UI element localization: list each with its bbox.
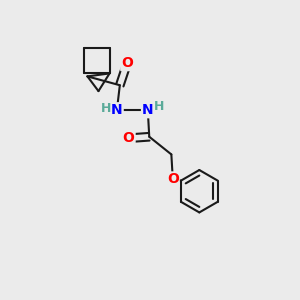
Text: N: N — [142, 103, 154, 117]
Text: O: O — [123, 131, 135, 145]
Text: H: H — [100, 102, 111, 115]
Text: N: N — [111, 103, 123, 117]
Text: H: H — [154, 100, 164, 113]
Text: O: O — [121, 56, 133, 70]
Text: O: O — [167, 172, 179, 186]
